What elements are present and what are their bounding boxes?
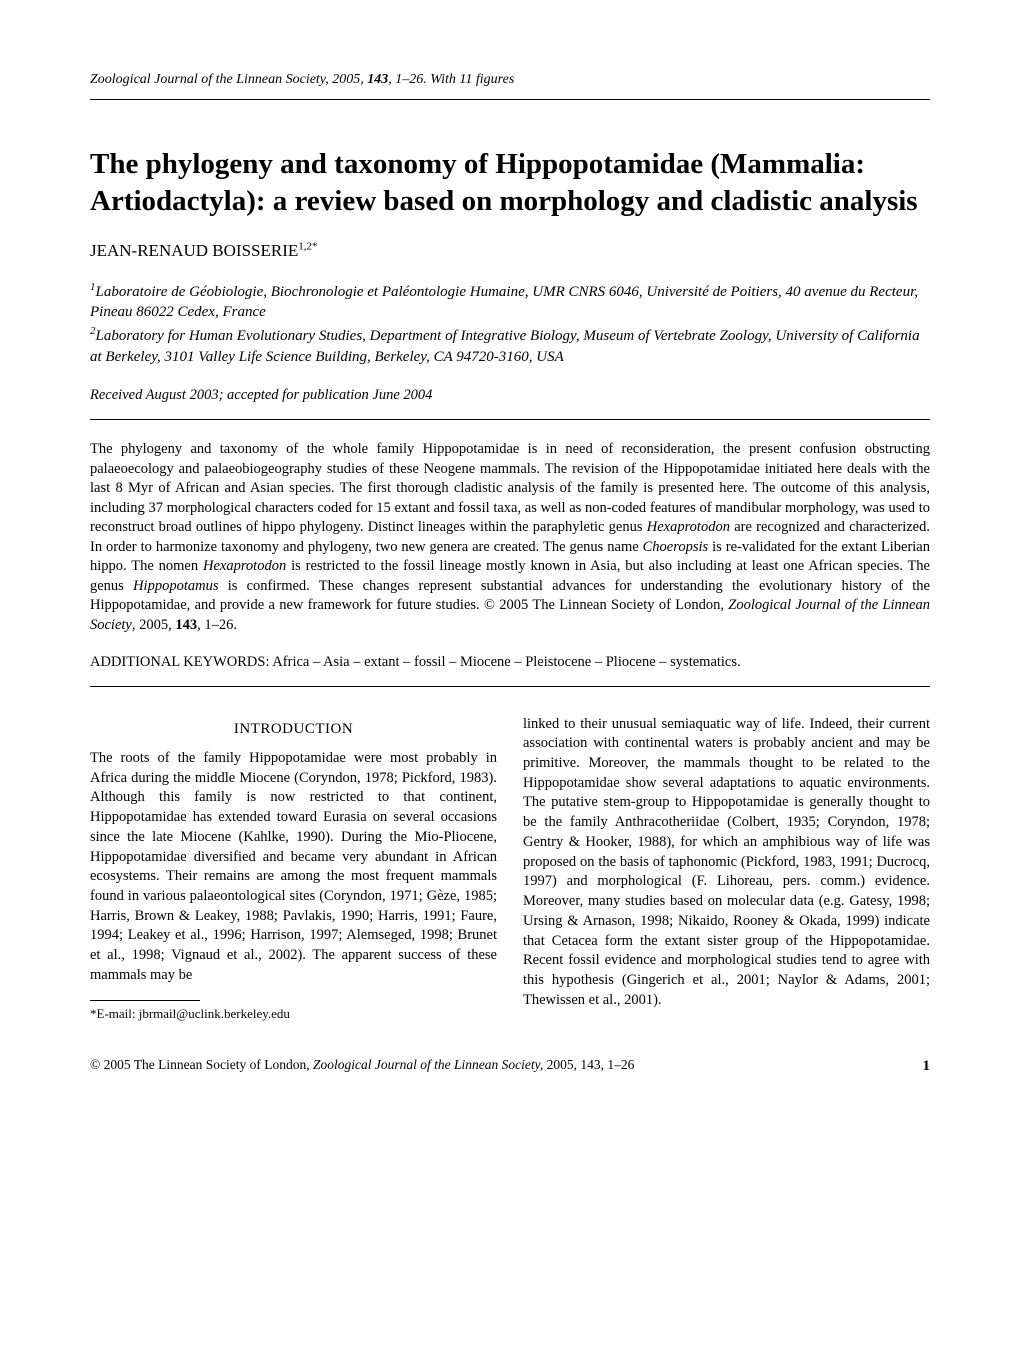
affil-1-text: Laboratoire de Géobiologie, Biochronolog… bbox=[90, 284, 918, 320]
author-affil-sup: 1,2* bbox=[298, 240, 317, 252]
article-title: The phylogeny and taxonomy of Hippopotam… bbox=[90, 146, 930, 220]
page-number: 1 bbox=[923, 1056, 931, 1077]
abstract-top-rule bbox=[90, 419, 930, 420]
abstract: The phylogeny and taxonomy of the whole … bbox=[90, 440, 930, 636]
keywords-text: Africa – Asia – extant – fossil – Miocen… bbox=[269, 654, 740, 670]
top-rule bbox=[90, 99, 930, 100]
footer-copyright: © 2005 The Linnean Society of London, Zo… bbox=[90, 1056, 634, 1077]
abstract-bottom-rule bbox=[90, 686, 930, 687]
body-paragraph-right: linked to their unusual semiaquatic way … bbox=[523, 715, 930, 1011]
author-line: JEAN-RENAUD BOISSERIE1,2* bbox=[90, 239, 930, 262]
author-name: JEAN-RENAUD BOISSERIE bbox=[90, 241, 298, 260]
body-paragraph-left: The roots of the family Hippopotamidae w… bbox=[90, 749, 497, 986]
section-heading-introduction: INTRODUCTION bbox=[90, 719, 497, 739]
running-head: Zoological Journal of the Linnean Societ… bbox=[90, 70, 930, 89]
journal-name: Zoological Journal of the Linnean Societ… bbox=[90, 72, 325, 87]
corresponding-footnote: *E-mail: jbrmail@uclink.berkeley.edu bbox=[90, 1005, 497, 1023]
affiliation-1: 1Laboratoire de Géobiologie, Biochronolo… bbox=[90, 280, 930, 323]
footnote-rule bbox=[90, 1000, 200, 1001]
running-head-rest: , 2005, 143, 1–26. With 11 figures bbox=[325, 72, 514, 87]
page-footer: © 2005 The Linnean Society of London, Zo… bbox=[90, 1056, 930, 1077]
body-columns: INTRODUCTION The roots of the family Hip… bbox=[90, 715, 930, 1023]
keywords-line: ADDITIONAL KEYWORDS: Africa – Asia – ext… bbox=[90, 652, 930, 672]
keywords-label: ADDITIONAL KEYWORDS: bbox=[90, 654, 269, 670]
affiliation-2: 2Laboratory for Human Evolutionary Studi… bbox=[90, 324, 930, 367]
affil-2-text: Laboratory for Human Evolutionary Studie… bbox=[90, 328, 920, 364]
received-line: Received August 2003; accepted for publi… bbox=[90, 385, 930, 405]
